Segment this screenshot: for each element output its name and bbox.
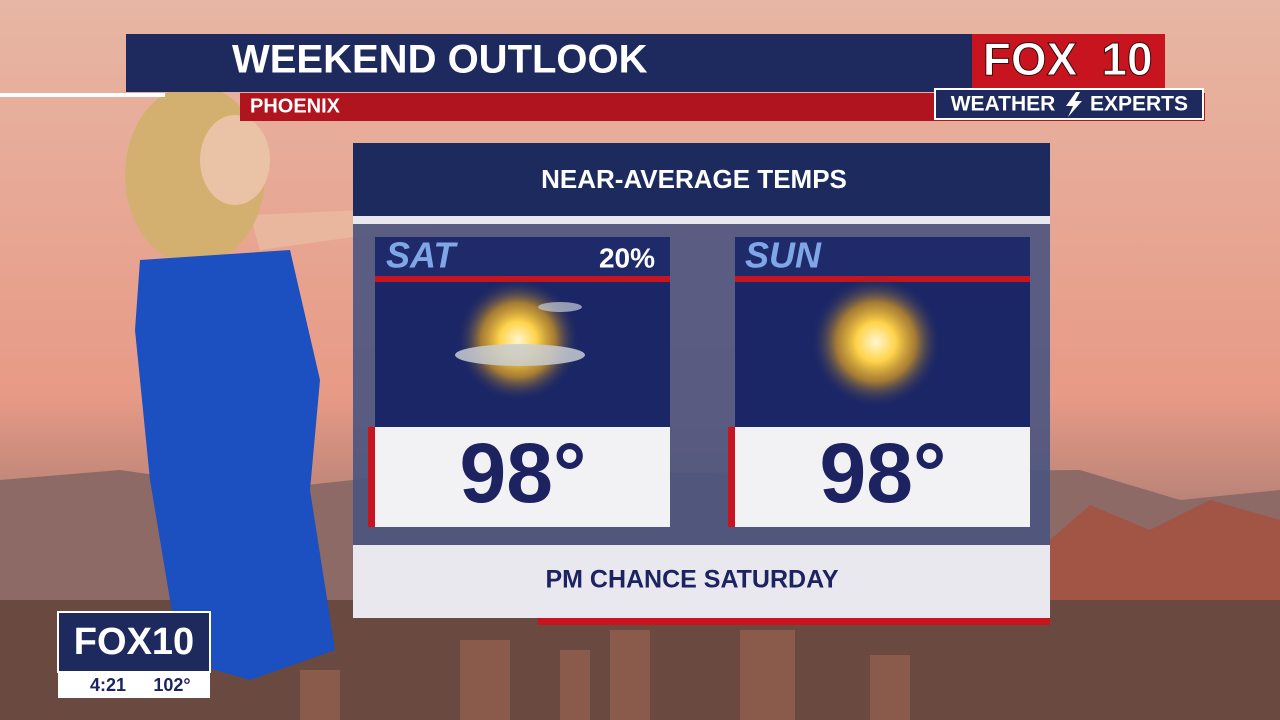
tagline-box [934,88,1204,120]
panel-divider [353,216,1050,224]
panel-title-bar [353,143,1050,216]
temp-box [735,427,1030,527]
cloud-icon [455,344,585,366]
buildings [300,630,910,720]
lightning-icon [1066,92,1082,117]
high-temp: 98° [459,426,586,520]
precip-chance: 20% [599,242,655,273]
day-header [735,237,1030,278]
tagline-right: EXPERTS [1090,93,1188,116]
cloud-icon [538,302,582,312]
header-location: PHOENIX [250,95,341,117]
footer-accent [538,618,1050,625]
panel-title: NEAR-AVERAGE TEMPS [541,164,847,194]
presenter [125,85,475,680]
logo-number: 10 [1101,33,1152,85]
header-bar [126,34,972,92]
logo-brand: FOX [983,33,1078,85]
day-label: SUN [745,235,822,276]
bug-logo: FOX10 [74,621,194,663]
sun-icon [456,278,580,402]
high-temp: 98° [819,426,946,520]
header-title: WEEKEND OUTLOOK [232,38,648,82]
temp-accent [728,427,735,527]
logo-box [972,34,1165,90]
day-header [375,237,670,278]
tagline-left: WEATHER [951,93,1056,116]
panel-footer-text: PM CHANCE SATURDAY [545,566,838,594]
temp-accent [368,427,375,527]
day-label: SAT [386,235,458,276]
bug-time: 4:21 [90,675,126,695]
near-mountains [1050,500,1280,600]
temp-box [375,427,670,527]
header-accent-line [0,93,165,97]
panel-footer [353,545,1050,618]
sun-icon [810,276,942,408]
bug-info-box [58,672,210,698]
bug-temp: 102° [153,675,190,695]
